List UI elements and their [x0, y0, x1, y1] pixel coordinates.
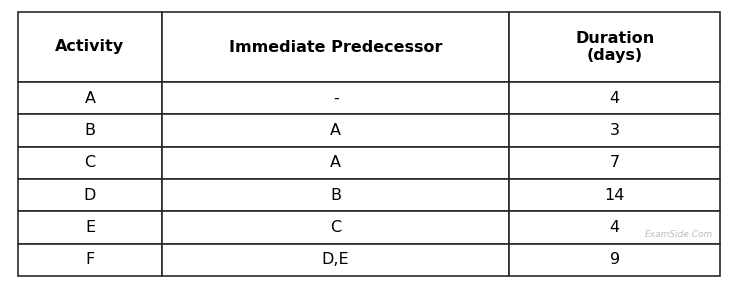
Bar — [509, 211, 720, 244]
Text: A: A — [84, 91, 95, 106]
Bar — [162, 179, 509, 211]
Text: 3: 3 — [610, 123, 620, 138]
Bar — [18, 114, 162, 147]
Text: C: C — [84, 155, 95, 170]
Bar — [18, 82, 162, 114]
Text: Activity: Activity — [55, 39, 125, 54]
Bar — [162, 147, 509, 179]
Bar — [509, 244, 720, 276]
Text: B: B — [84, 123, 95, 138]
Bar — [162, 12, 509, 82]
Text: A: A — [330, 123, 341, 138]
Text: D: D — [84, 188, 96, 203]
Bar — [162, 244, 509, 276]
Text: C: C — [330, 220, 341, 235]
Text: D,E: D,E — [322, 252, 350, 267]
Bar — [509, 82, 720, 114]
Bar — [162, 114, 509, 147]
Bar — [509, 12, 720, 82]
Text: E: E — [85, 220, 95, 235]
Bar — [18, 12, 162, 82]
Text: 4: 4 — [610, 91, 620, 106]
Bar — [509, 179, 720, 211]
Text: Immediate Predecessor: Immediate Predecessor — [229, 39, 442, 54]
Text: 7: 7 — [610, 155, 620, 170]
Text: 4: 4 — [610, 220, 620, 235]
Bar — [509, 147, 720, 179]
Bar — [18, 211, 162, 244]
Bar — [18, 147, 162, 179]
Bar — [18, 179, 162, 211]
Text: -: - — [333, 91, 339, 106]
Bar — [509, 114, 720, 147]
Bar — [18, 244, 162, 276]
Text: 14: 14 — [604, 188, 625, 203]
Text: 9: 9 — [610, 252, 620, 267]
Bar — [162, 211, 509, 244]
Bar — [162, 82, 509, 114]
Text: ExamSide.Com: ExamSide.Com — [644, 230, 713, 239]
Text: F: F — [86, 252, 94, 267]
Text: B: B — [330, 188, 341, 203]
Text: Duration
(days): Duration (days) — [575, 31, 655, 63]
Text: A: A — [330, 155, 341, 170]
